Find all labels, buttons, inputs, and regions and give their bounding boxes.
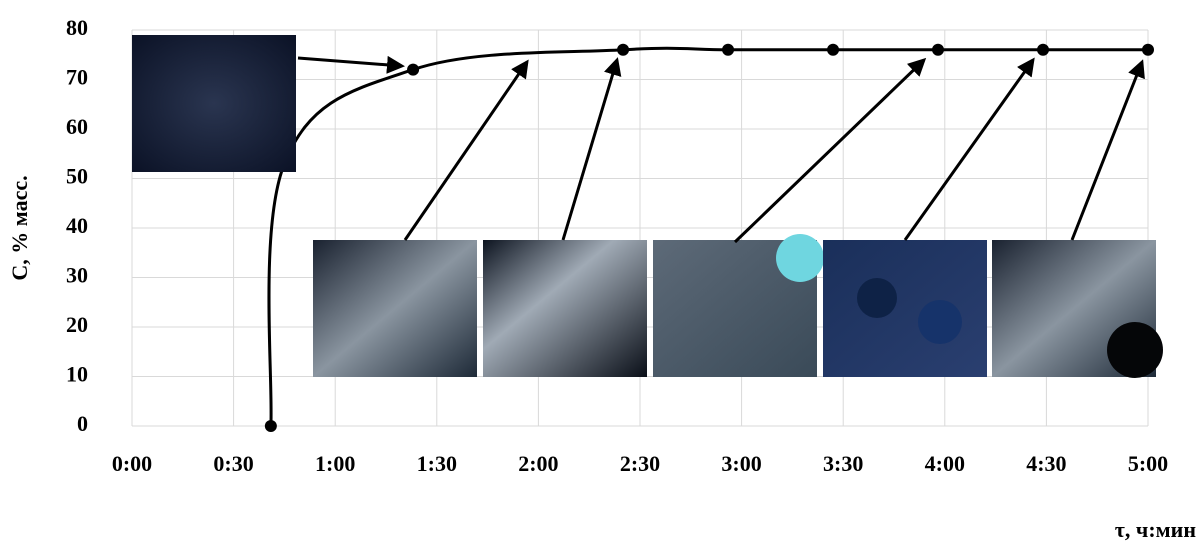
- point: [932, 44, 944, 56]
- x-tick-label: 0:30: [213, 451, 253, 476]
- point: [617, 44, 629, 56]
- x-tick-label: 4:00: [925, 451, 965, 476]
- y-tick-label: 40: [66, 213, 88, 238]
- micrograph: [313, 240, 477, 377]
- arrow: [405, 62, 527, 240]
- micrograph: [132, 35, 296, 172]
- point: [1142, 44, 1154, 56]
- arrows: [298, 58, 1142, 242]
- droplet: [776, 234, 824, 282]
- micrograph: [823, 240, 987, 377]
- arrow: [905, 60, 1033, 240]
- x-tick-label: 1:30: [417, 451, 457, 476]
- droplet: [918, 300, 962, 344]
- x-tick-label: 5:00: [1128, 451, 1168, 476]
- x-tick-label: 4:30: [1026, 451, 1066, 476]
- y-tick-label: 60: [66, 114, 88, 139]
- chart: C, % масс. τ, ч:мин 0 10 20 30 40 50 60 70 80 0:0…: [0, 0, 1202, 547]
- y-tick-label: 80: [66, 15, 88, 40]
- x-tick-label: 0:00: [112, 451, 152, 476]
- arrow: [735, 60, 924, 242]
- y-axis-title: C, % масс.: [7, 175, 32, 280]
- x-tick-label: 3:00: [721, 451, 761, 476]
- x-tick-label: 2:00: [518, 451, 558, 476]
- x-axis-title: τ, ч:мин: [1115, 517, 1197, 542]
- point: [407, 64, 419, 76]
- droplet: [1107, 322, 1163, 378]
- point: [265, 420, 277, 432]
- point: [827, 44, 839, 56]
- y-tick-label: 70: [66, 65, 88, 90]
- y-tick-label: 10: [66, 362, 88, 387]
- point: [722, 44, 734, 56]
- y-tick-label: 30: [66, 263, 88, 288]
- y-tick-label: 0: [77, 411, 88, 436]
- arrow: [1072, 62, 1142, 240]
- x-tick-label: 2:30: [620, 451, 660, 476]
- y-tick-label: 50: [66, 164, 88, 189]
- arrow: [298, 58, 402, 66]
- micrograph: [483, 240, 647, 377]
- x-tick-label: 1:00: [315, 451, 355, 476]
- point: [1037, 44, 1049, 56]
- x-tick-label: 3:30: [823, 451, 863, 476]
- arrow: [563, 60, 617, 240]
- y-tick-label: 20: [66, 312, 88, 337]
- droplet: [857, 278, 897, 318]
